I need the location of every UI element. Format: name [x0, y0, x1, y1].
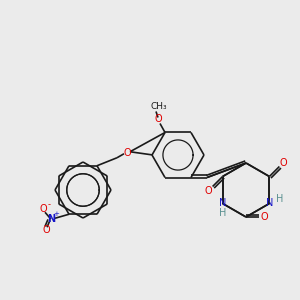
Text: N: N	[266, 199, 273, 208]
Text: O: O	[39, 204, 47, 214]
Text: CH₃: CH₃	[151, 102, 167, 111]
Text: O: O	[154, 115, 162, 124]
Text: H: H	[276, 194, 283, 205]
Text: H: H	[219, 208, 226, 218]
Text: N: N	[47, 214, 55, 224]
Text: O: O	[205, 187, 212, 196]
Text: O: O	[280, 158, 287, 167]
Text: N: N	[219, 199, 226, 208]
Text: -: -	[47, 200, 50, 209]
Text: O: O	[42, 225, 50, 235]
Text: O: O	[123, 148, 131, 158]
Text: +: +	[53, 211, 59, 217]
Text: O: O	[260, 212, 268, 222]
